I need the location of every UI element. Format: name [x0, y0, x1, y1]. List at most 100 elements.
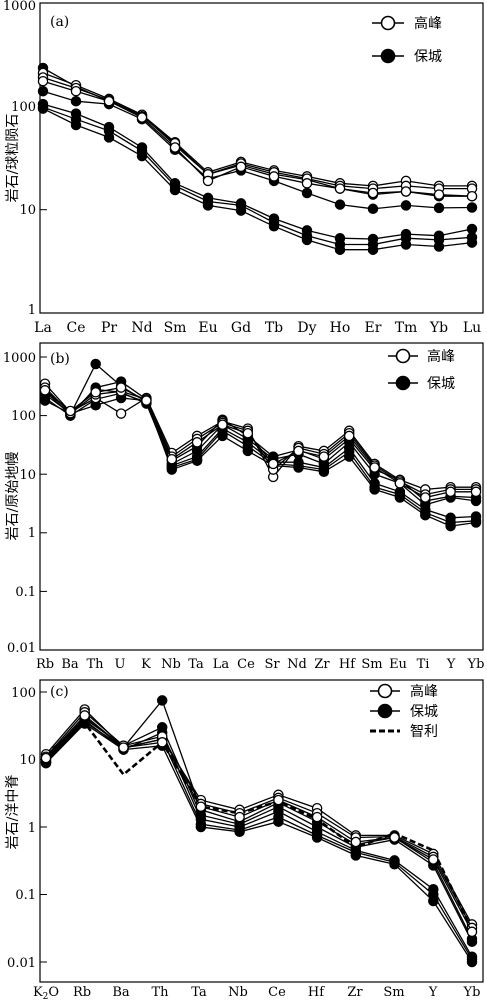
- legend-label-a-gaofeng: 高峰: [414, 15, 442, 32]
- data-point-c-2-3: [156, 737, 168, 748]
- data-point-b-2-0: [39, 385, 51, 396]
- data-point-c-7-7: [311, 832, 323, 843]
- series-line-c-8: [45, 720, 474, 931]
- legend-a: 高峰 保城: [372, 15, 442, 65]
- x-tick-label-a-Pr: Pr: [101, 320, 117, 336]
- data-point-a-4-0: [37, 85, 49, 97]
- data-point-a-7-12: [433, 241, 445, 252]
- data-point-a-7-11: [400, 239, 412, 250]
- data-point-b-7-5: [166, 464, 178, 475]
- x-tick-labels-a: La Ce Pr Nd Sm Eu Gd Tb Dy Ho Er Tm Yb L…: [34, 320, 481, 336]
- data-point-a-4-10: [367, 203, 379, 215]
- panel-label-b: (b): [50, 351, 70, 367]
- data-point-b-2-11: [318, 451, 330, 462]
- x-tick-label-c-K2O: K2O: [33, 985, 59, 1000]
- x-tick-label-b-Nd: Nd: [287, 657, 307, 672]
- plot-frame-c: [39, 679, 484, 983]
- legend-item-c-gaofeng: 高峰: [370, 683, 438, 700]
- x-tick-label-b-Ce: Ce: [237, 657, 255, 672]
- x-tick-labels-c: K2O Rb Ba Th Ta Nb Ce Hf Zr Sm Y Yb: [33, 985, 481, 1000]
- series-line-c-4: [45, 718, 473, 942]
- data-point-c-2-10: [428, 854, 439, 865]
- data-point-c-2-0: [40, 752, 52, 764]
- x-tick-label-a-Nd: Nd: [131, 320, 152, 336]
- series-line-b-7: [44, 397, 477, 527]
- x-tick-label-b-Ti: Ti: [417, 657, 430, 672]
- x-tick-label-b-Th: Th: [86, 657, 104, 672]
- data-point-a-4-12: [433, 202, 445, 214]
- legend-item-c-baocheng: 保城: [370, 703, 438, 720]
- x-tick-label-b-Sr: Sr: [264, 657, 280, 672]
- series-group-a: [37, 62, 478, 255]
- x-tick-label-a-Tm: Tm: [395, 320, 418, 336]
- series-line-b-0: [44, 383, 476, 491]
- data-point-c-2-11: [466, 926, 478, 938]
- data-point-a-7-9: [334, 244, 346, 255]
- data-point-b-7-13: [369, 484, 380, 495]
- data-point-c-7-10: [428, 895, 439, 907]
- data-point-a-2-13: [466, 190, 478, 202]
- series-line-c-0: [45, 708, 473, 925]
- x-tick-label-a-Ho: Ho: [330, 320, 351, 336]
- data-point-c-4-11: [466, 936, 478, 947]
- data-point-b-2-15: [420, 492, 431, 503]
- series-line-a-1: [42, 76, 472, 190]
- filled-circle-marker-icon: [377, 703, 393, 719]
- data-point-b-7-10: [293, 462, 304, 473]
- x-tick-label-b-K: K: [141, 657, 151, 672]
- series-line-a-0: [42, 72, 472, 187]
- y-tick-label-c-0.01: 0.01: [7, 956, 36, 971]
- y-ticks-c: 100 10 1 0.1 0.01: [7, 686, 47, 971]
- x-tick-label-a-Yb: Yb: [429, 320, 448, 336]
- series-line-a-2: [42, 80, 473, 197]
- data-point-b-7-0: [39, 395, 51, 406]
- x-tick-label-b-Y: Y: [446, 657, 456, 672]
- legend-item-a-gaofeng: 高峰: [372, 15, 442, 32]
- data-point-b-0-3: [115, 408, 127, 419]
- data-point-a-7-6: [235, 205, 247, 216]
- data-point-a-4-1: [70, 95, 82, 107]
- data-point-c-7-6: [273, 816, 284, 827]
- data-point-a-7-2: [103, 132, 115, 143]
- x-tick-label-b-Ta: Ta: [188, 657, 204, 672]
- filled-circle-marker-icon: [380, 48, 396, 64]
- data-point-c-2-9: [389, 832, 400, 843]
- data-point-a-7-13: [466, 237, 478, 248]
- x-tick-label-c-Y: Y: [428, 985, 438, 1000]
- x-tick-label-c-Ta: Ta: [191, 985, 207, 1000]
- series-line-b-3: [44, 380, 477, 502]
- legend-item-a-baocheng: 保城: [372, 48, 442, 65]
- x-tick-label-a-Ce: Ce: [67, 320, 86, 336]
- data-point-a-2-0: [37, 75, 49, 87]
- data-point-a-7-4: [169, 184, 181, 196]
- data-point-a-2-6: [235, 161, 247, 173]
- y-tick-label-b-0.01: 0.01: [7, 641, 36, 656]
- x-tick-label-b-Yb: Yb: [467, 657, 485, 672]
- x-tick-label-c-Hf: Hf: [308, 985, 325, 1000]
- x-tick-label-c-Ba: Ba: [112, 985, 130, 1000]
- data-point-b-7-11: [318, 466, 330, 478]
- y-tick-label-a-100: 100: [11, 100, 36, 115]
- y-ticks-a: 1000 100 10 1: [3, 0, 47, 318]
- data-point-b-7-17: [470, 517, 482, 528]
- data-point-a-2-12: [433, 189, 445, 200]
- legend-label-b-gaofeng: 高峰: [427, 348, 455, 365]
- data-point-a-2-11: [400, 186, 412, 197]
- data-point-b-2-4: [141, 395, 152, 406]
- legend-b: 高峰 保城: [388, 348, 455, 392]
- y-tick-label-a-1000: 1000: [3, 0, 36, 14]
- panel-label-a: (a): [50, 14, 69, 30]
- data-point-a-2-3: [136, 112, 148, 123]
- data-point-c-2-2: [118, 742, 129, 753]
- data-point-c-2-1: [79, 710, 90, 721]
- series-line-c-1: [45, 711, 473, 929]
- legend-label-c-baocheng: 保城: [410, 704, 438, 720]
- legend-item-b-gaofeng: 高峰: [388, 348, 455, 365]
- data-point-b-2-14: [394, 478, 406, 489]
- data-point-c-2-6: [273, 794, 284, 806]
- x-tick-label-b-Ba: Ba: [61, 657, 79, 672]
- data-point-b-2-5: [166, 453, 178, 465]
- data-point-b-7-15: [420, 509, 431, 521]
- data-point-b-7-12: [343, 451, 355, 462]
- data-point-b-2-1: [65, 405, 76, 417]
